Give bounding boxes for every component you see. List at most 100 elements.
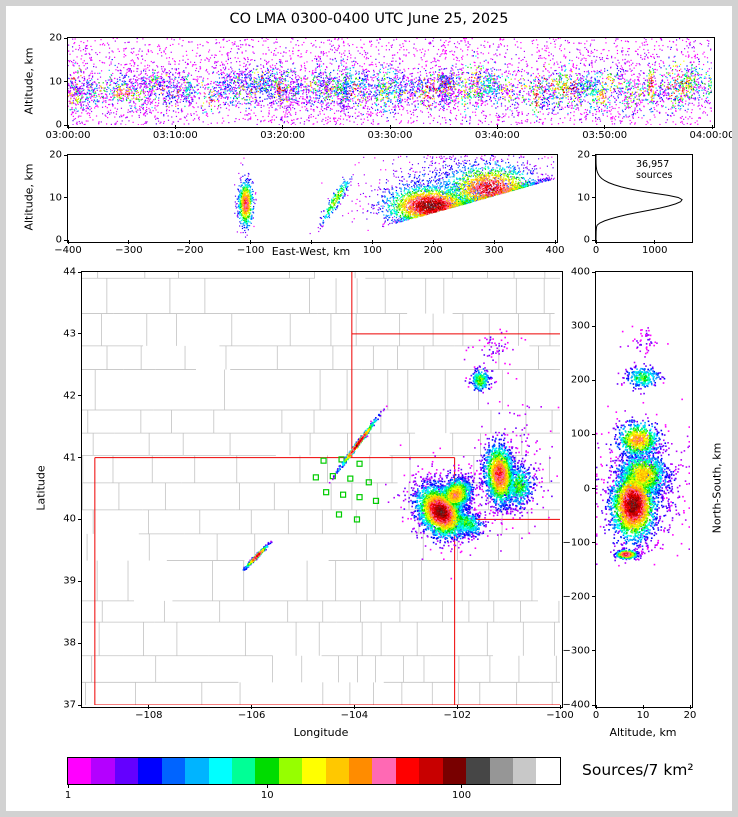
tick-label: 400 bbox=[545, 245, 565, 256]
colorbar-cell bbox=[138, 758, 162, 784]
axis-tick bbox=[250, 240, 252, 244]
axis-tick bbox=[554, 240, 556, 244]
axis-tick bbox=[78, 395, 82, 397]
axis-tick bbox=[148, 705, 150, 709]
axis-tick bbox=[353, 705, 355, 709]
tick-label: 41 bbox=[63, 452, 76, 464]
plot-title: CO LMA 0300-0400 UTC June 25, 2025 bbox=[229, 11, 509, 27]
axis-tick bbox=[174, 125, 176, 129]
tick-label: 0 bbox=[592, 710, 600, 721]
axis-tick bbox=[592, 154, 596, 156]
tick-label: 1000 bbox=[642, 245, 668, 256]
tick-label: 03:10:00 bbox=[152, 130, 198, 141]
tick-label: −200 bbox=[176, 245, 204, 256]
tick-label: 10 bbox=[636, 710, 650, 721]
axis-tick bbox=[78, 333, 82, 335]
tick-label: 20 bbox=[577, 149, 590, 161]
axis-tick bbox=[592, 325, 596, 327]
tick-label: −102 bbox=[443, 710, 471, 721]
axis-tick bbox=[78, 457, 82, 459]
tick-label: 39 bbox=[63, 575, 76, 587]
colorbar-cell bbox=[161, 758, 186, 784]
axis-tick bbox=[64, 239, 68, 241]
tick-label: 43 bbox=[63, 328, 76, 340]
tick-label: 300 bbox=[484, 245, 504, 256]
axis-tick bbox=[456, 705, 458, 709]
axis-tick bbox=[311, 240, 312, 244]
tick-label: 0 bbox=[592, 245, 600, 256]
tick-label: −100 bbox=[546, 710, 574, 721]
colorbar-cell bbox=[114, 758, 139, 784]
ns-height-panel bbox=[595, 271, 693, 708]
tick-label: 44 bbox=[63, 266, 76, 278]
ns-height-canvas bbox=[596, 272, 690, 705]
tick-label: 38 bbox=[63, 637, 76, 649]
tick-label: −100 bbox=[236, 245, 265, 256]
axis-tick bbox=[689, 705, 691, 709]
axis-tick bbox=[78, 271, 82, 273]
axis-tick bbox=[595, 240, 597, 244]
tick-label: −108 bbox=[135, 710, 163, 721]
axis-tick bbox=[559, 705, 561, 709]
colorbar-cell bbox=[325, 758, 350, 784]
axis-tick bbox=[592, 379, 596, 381]
ns-height-xlabel: Altitude, km bbox=[609, 726, 677, 739]
colorbar-cell bbox=[231, 758, 256, 784]
tick-label: 300 bbox=[570, 320, 590, 332]
colorbar-cell bbox=[208, 758, 232, 784]
axis-tick bbox=[592, 596, 596, 598]
tick-label: 20 bbox=[49, 32, 62, 44]
axis-tick bbox=[592, 542, 596, 544]
axis-tick bbox=[592, 488, 596, 489]
tick-label: −300 bbox=[562, 645, 590, 657]
axis-tick bbox=[711, 125, 713, 129]
plan-view-map-canvas bbox=[82, 272, 560, 705]
axis-tick bbox=[266, 784, 268, 788]
source-count-annotation: 36,957 sources bbox=[636, 159, 673, 181]
plan-view-map-panel bbox=[81, 271, 563, 708]
tick-label: 03:20:00 bbox=[260, 130, 306, 141]
colorbar-cell bbox=[466, 758, 490, 784]
axis-tick bbox=[592, 197, 596, 198]
colorbar-cell bbox=[442, 758, 467, 784]
colorbar-cell bbox=[349, 758, 373, 784]
colorbar-cell bbox=[395, 758, 420, 784]
ew-height-panel bbox=[67, 154, 558, 243]
tick-label: 20 bbox=[49, 149, 62, 161]
tick-label: −300 bbox=[115, 245, 143, 256]
axis-tick bbox=[64, 37, 68, 39]
axis-tick bbox=[282, 125, 284, 129]
axis-tick bbox=[78, 580, 82, 582]
axis-tick bbox=[67, 784, 69, 788]
axis-tick bbox=[128, 240, 130, 244]
tick-label: 42 bbox=[63, 390, 76, 402]
tick-label: −104 bbox=[340, 710, 369, 721]
tick-label: 40 bbox=[63, 513, 76, 525]
map-xlabel: Longitude bbox=[293, 726, 349, 739]
tick-label: 100 bbox=[362, 245, 382, 256]
tick-label: 10 bbox=[260, 790, 274, 801]
axis-tick bbox=[78, 518, 82, 520]
tick-label: −106 bbox=[237, 710, 266, 721]
colorbar-cell bbox=[185, 758, 209, 784]
axis-tick bbox=[67, 125, 69, 129]
axis-tick bbox=[78, 642, 82, 644]
colorbar-cell bbox=[513, 758, 537, 784]
axis-tick bbox=[592, 704, 596, 706]
axis-tick bbox=[496, 125, 498, 129]
colorbar-label: Sources/7 km² bbox=[582, 761, 694, 779]
axis-tick bbox=[389, 125, 391, 129]
axis-tick bbox=[592, 239, 596, 241]
tick-label: 10 bbox=[577, 192, 590, 203]
colorbar-cell bbox=[372, 758, 396, 784]
axis-tick bbox=[189, 240, 191, 244]
tick-label: 0 bbox=[55, 234, 62, 246]
tick-label: 37 bbox=[63, 699, 76, 711]
axis-tick bbox=[592, 433, 596, 435]
tick-label: 100 bbox=[452, 790, 472, 801]
map-ylabel: Latitude bbox=[34, 465, 48, 511]
axis-tick bbox=[432, 240, 434, 244]
colorbar-cell bbox=[255, 758, 279, 784]
time-height-ylabel: Altitude, km bbox=[22, 47, 36, 115]
axis-tick bbox=[604, 125, 606, 129]
